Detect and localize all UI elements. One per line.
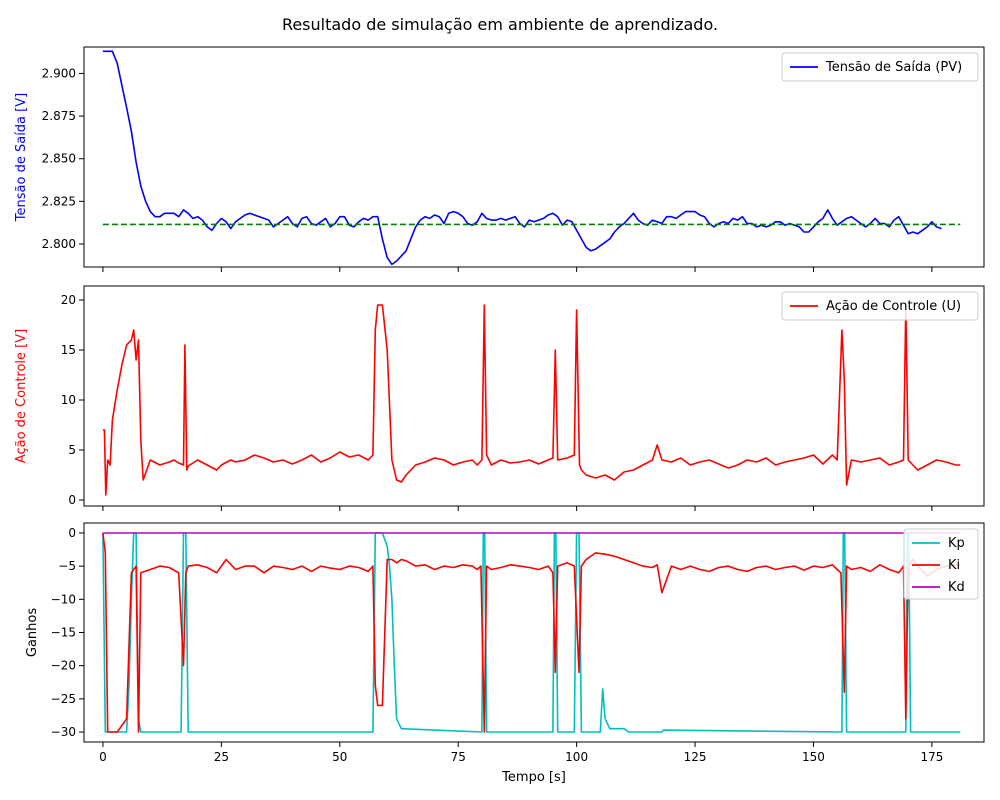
axes-frame bbox=[83, 46, 985, 268]
y-axis-label: Ganhos bbox=[25, 608, 40, 657]
y-tick-label: 10 bbox=[61, 393, 76, 407]
legend-label: Kp bbox=[948, 536, 965, 551]
x-tick-label: 75 bbox=[451, 750, 466, 764]
y-tick-label: 5 bbox=[68, 443, 76, 457]
y-tick-label: −15 bbox=[51, 626, 76, 640]
series-line-ki bbox=[102, 532, 961, 733]
y-tick-label: 2.850 bbox=[42, 152, 76, 166]
x-axis-label: Tempo [s] bbox=[501, 770, 566, 785]
y-tick-label: 20 bbox=[61, 293, 76, 307]
series-line-a-o-de-controle-u- bbox=[102, 304, 961, 496]
x-tick-label: 150 bbox=[802, 750, 825, 764]
axes-frame bbox=[83, 522, 985, 743]
x-tick-label: 25 bbox=[214, 750, 229, 764]
y-axis-label: Ação de Controle [V] bbox=[14, 329, 29, 463]
legend: Kp Ki Kd bbox=[903, 528, 979, 600]
series-line-kp bbox=[102, 532, 961, 733]
x-tick-label: 0 bbox=[99, 750, 107, 764]
legend-label: Tensão de Saída (PV) bbox=[825, 60, 962, 75]
x-tick-label: 50 bbox=[332, 750, 347, 764]
y-tick-label: 2.800 bbox=[42, 237, 76, 251]
legend-label: Kd bbox=[948, 580, 965, 595]
chart-gains: 0 25 50 75 100 125 150 175 −30 −25 −20 −15 −10 −5 0 Gan… bbox=[25, 522, 985, 785]
y-tick-label: 0 bbox=[68, 493, 76, 507]
y-tick-label: −30 bbox=[51, 725, 76, 739]
series-line-tens-o-de-sa-da-pv- bbox=[102, 50, 942, 266]
figure-title: Resultado de simulação em ambiente de ap… bbox=[282, 15, 718, 34]
y-tick-label: −5 bbox=[58, 559, 76, 573]
y-tick-label: 2.900 bbox=[42, 66, 76, 80]
legend: Tensão de Saída (PV) bbox=[781, 52, 979, 82]
chart-output-voltage: 2.800 2.825 2.850 2.875 2.900 Tensão de Saída… bbox=[14, 46, 985, 272]
y-tick-label: −20 bbox=[51, 659, 76, 673]
chart-control-action: 0 5 10 15 20 Ação de Controle [V] Ação de Cont… bbox=[14, 285, 985, 511]
axes-frame bbox=[83, 285, 985, 507]
x-tick-label: 125 bbox=[684, 750, 707, 764]
legend: Ação de Controle (U) bbox=[781, 291, 979, 321]
legend-label: Ação de Controle (U) bbox=[826, 299, 961, 314]
y-tick-label: 15 bbox=[61, 343, 76, 357]
y-tick-label: 2.875 bbox=[42, 109, 76, 123]
y-tick-label: −25 bbox=[51, 692, 76, 706]
legend-label: Ki bbox=[948, 558, 960, 573]
x-tick-label: 175 bbox=[920, 750, 943, 764]
x-tick-label: 100 bbox=[565, 750, 588, 764]
y-axis-label: Tensão de Saída [V] bbox=[14, 93, 29, 222]
y-tick-label: −10 bbox=[51, 592, 76, 606]
y-tick-label: 2.825 bbox=[42, 194, 76, 208]
y-tick-label: 0 bbox=[68, 526, 76, 540]
